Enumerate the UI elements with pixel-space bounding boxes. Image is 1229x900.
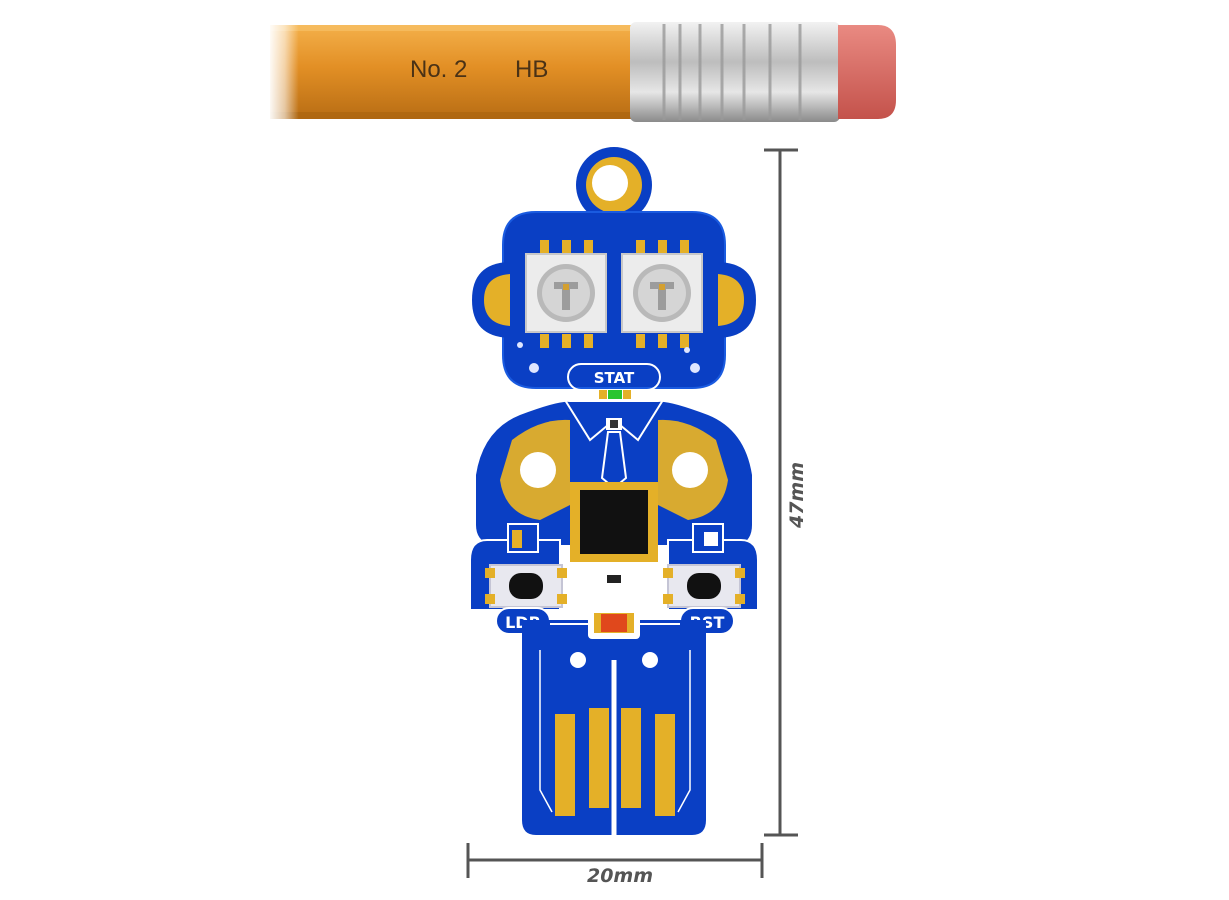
height-dimension [764,148,798,837]
right-shoulder-hole [672,452,708,488]
width-label: 20mm [587,865,653,887]
pencil-eraser [838,25,896,119]
pcb-board: STAT [469,147,759,836]
ldr-button[interactable] [485,564,567,608]
pencil-grade-hb: HB [515,56,548,83]
stat-silkscreen: STAT [594,369,635,387]
right-eye-led [621,253,703,333]
left-eye-led [525,253,607,333]
microcontroller-chip [570,482,658,562]
usb-contacts [555,708,675,816]
height-label: 47mm [786,462,808,529]
pencil-ferrule [630,22,840,122]
pencil-grade-number: No. 2 [410,56,467,83]
width-dimension [466,843,764,878]
status-led [597,389,633,400]
fuse-component [588,607,640,639]
pencil: No. 2 HB [268,22,896,122]
rst-button[interactable] [663,564,745,608]
left-shoulder-hole [520,452,556,488]
